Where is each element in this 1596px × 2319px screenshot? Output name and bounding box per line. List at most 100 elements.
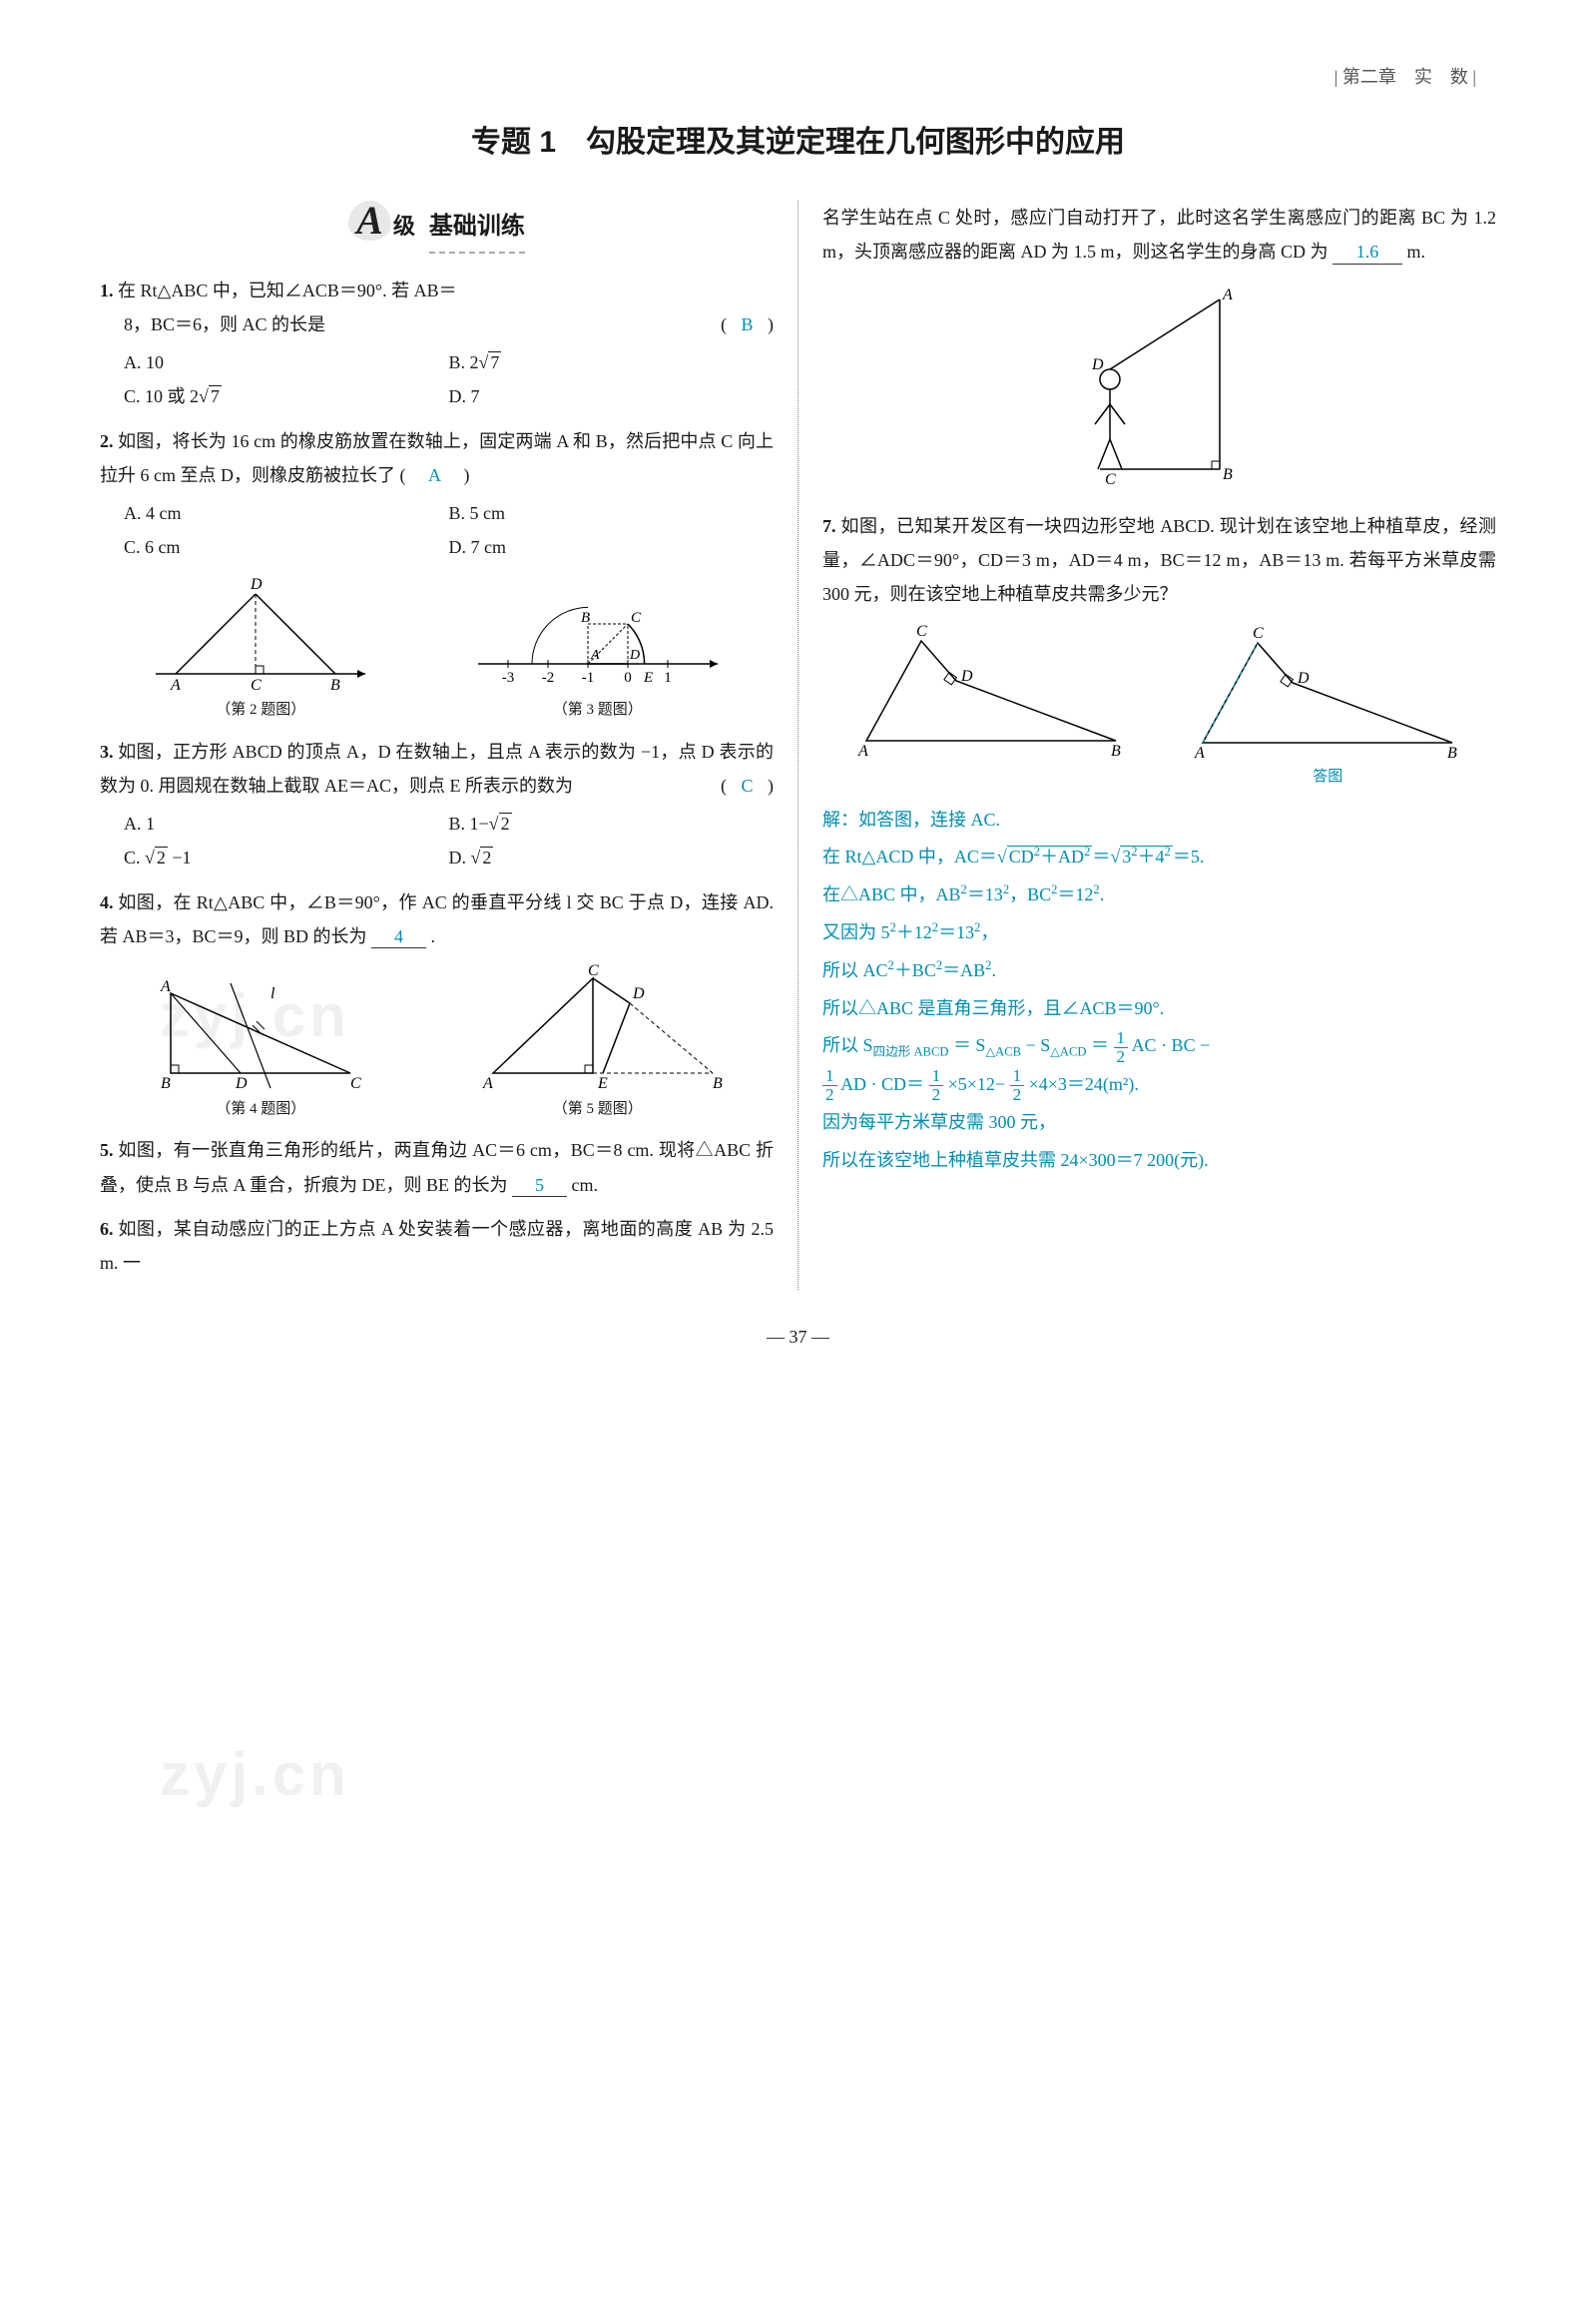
choice-a: A. 10 <box>124 345 449 379</box>
choice-list: A. 4 cm B. 5 cm C. 6 cm D. 7 cm <box>124 496 774 564</box>
t: AC · BC − <box>1132 1035 1211 1055</box>
badge-title: 基础训练 <box>429 204 525 254</box>
figure-q4: A B C D l （第 4 题图） <box>141 963 380 1124</box>
problem-3: 3. 如图，正方形 ABCD 的顶点 A，D 在数轴上，且点 A 表示的数为 −… <box>100 735 774 875</box>
svg-text:E: E <box>643 670 653 686</box>
figure-q2: A C B D （第 2 题图） <box>146 574 375 725</box>
num: 1 <box>1114 1029 1129 1048</box>
svg-text:E: E <box>597 1075 608 1092</box>
unit: m. <box>1407 242 1426 262</box>
solution-line: 因为每平方米草皮需 300 元， <box>822 1104 1496 1142</box>
svg-text:C: C <box>916 623 927 640</box>
den: 2 <box>1114 1048 1129 1066</box>
answer-letter: C <box>731 776 763 796</box>
problem-2: 2. 如图，将长为 16 cm 的橡皮筋放置在数轴上，固定两端 A 和 B，然后… <box>100 424 774 565</box>
choice-a: A. 1 <box>124 807 449 841</box>
svg-text:D: D <box>632 985 645 1002</box>
svg-text:B: B <box>1447 745 1457 762</box>
svg-text:A: A <box>170 677 181 694</box>
choice-d: D. 7 cm <box>449 530 775 564</box>
svg-text:D: D <box>1091 356 1104 373</box>
answer-paren: ( B ) <box>721 307 774 341</box>
svg-text:0: 0 <box>624 670 632 686</box>
problem-text: 8，BC＝6，则 AC 的长是 <box>124 314 325 334</box>
figure-row-2-3: A C B D （第 2 题图） -3 -2 -1 0 1 <box>100 574 774 725</box>
problem-6b: 名学生站在点 C 处时，感应门自动打开了，此时这名学生离感应门的距离 BC 为 … <box>822 201 1496 269</box>
solution-line: 12 AD · CD＝ 12 ×5×12− 12 ×4×3＝24(m²). <box>822 1066 1496 1104</box>
solution-line: 在 Rt△ACD 中，AC＝CD2＋AD2＝32＋42＝5. <box>822 839 1496 876</box>
problem-1: 1. 在 Rt△ABC 中，已知∠ACB＝90°. 若 AB＝ 8，BC＝6，则… <box>100 274 774 414</box>
num: 1 <box>822 1067 837 1086</box>
choice-a: A. 4 cm <box>124 496 449 530</box>
problem-number: 2. <box>100 431 114 451</box>
svg-text:D: D <box>250 576 263 593</box>
choice-b: B. 27 <box>449 345 775 379</box>
figure-q4-svg: A B C D l <box>141 963 380 1093</box>
problem-text: 如图，在 Rt△ABC 中，∠B＝90°，作 AC 的垂直平分线 l 交 BC … <box>100 892 774 946</box>
figure-q3-svg: -3 -2 -1 0 1 B C A <box>468 574 728 694</box>
problem-number: 3. <box>100 742 114 762</box>
answer-paren: ( C ) <box>721 769 774 803</box>
figure-caption <box>846 763 1136 792</box>
problem-number: 1. <box>100 281 114 300</box>
answer-letter: B <box>731 314 763 334</box>
t: AD · CD＝ <box>840 1074 924 1094</box>
answer-blank: 5 <box>512 1175 567 1198</box>
period: . <box>431 926 436 946</box>
figure-q3: -3 -2 -1 0 1 B C A <box>468 574 728 725</box>
den: 2 <box>1010 1086 1025 1104</box>
figure-q2-svg: A C B D <box>146 574 375 694</box>
problem-6a: 6. 如图，某自动感应门的正上方点 A 处安装着一个感应器，离地面的高度 AB … <box>100 1212 774 1280</box>
svg-text:-3: -3 <box>502 670 515 686</box>
svg-text:D: D <box>629 648 640 663</box>
problem-text: 如图，已知某开发区有一块四边形空地 ABCD. 现计划在该空地上种植草皮，经测量… <box>822 516 1496 604</box>
problem-7: 7. 如图，已知某开发区有一块四边形空地 ABCD. 现计划在该空地上种植草皮，… <box>822 509 1496 612</box>
choice-c: C. 2 −1 <box>124 841 449 874</box>
svg-text:A: A <box>482 1075 493 1092</box>
paren-close: ) <box>768 314 774 334</box>
den: 2 <box>822 1086 837 1104</box>
left-column: A 级 基础训练 1. 在 Rt△ABC 中，已知∠ACB＝90°. 若 AB＝… <box>100 201 774 1290</box>
svg-text:B: B <box>330 677 340 694</box>
choice-c: C. 6 cm <box>124 530 449 564</box>
solution-line: 解：如答图，连接 AC. <box>822 802 1496 840</box>
figure-caption: （第 3 题图） <box>468 696 728 725</box>
solution-block: 解：如答图，连接 AC. 在 Rt△ACD 中，AC＝CD2＋AD2＝32＋42… <box>822 802 1496 1180</box>
figure-row-6: A B C D <box>822 280 1496 499</box>
answer-letter: A <box>428 465 441 485</box>
unit: cm. <box>572 1175 599 1195</box>
choice-list: A. 10 B. 27 C. 10 或 27 D. 7 <box>124 345 774 413</box>
paren-open: ( <box>721 776 727 796</box>
svg-text:B: B <box>161 1075 171 1092</box>
svg-text:-1: -1 <box>582 670 595 686</box>
svg-text:C: C <box>588 963 599 979</box>
choice-c: C. 10 或 27 <box>124 379 449 413</box>
t: 所以 S <box>822 1035 873 1055</box>
svg-text:B: B <box>581 610 590 626</box>
svg-text:B: B <box>713 1075 723 1092</box>
paren-close: ) <box>445 465 469 485</box>
problem-5: 5. 如图，有一张直角三角形的纸片，两直角边 AC＝6 cm，BC＝8 cm. … <box>100 1133 774 1201</box>
badge-letter: A <box>348 201 391 241</box>
figure-caption-answer: 答图 <box>1183 763 1472 792</box>
t: ×5×12− <box>948 1074 1005 1094</box>
chapter-header: | 第二章 实 数 | <box>100 60 1496 94</box>
problem-text: 在 Rt△ABC 中，已知∠ACB＝90°. 若 AB＝ <box>118 281 457 300</box>
problem-number: 5. <box>100 1140 114 1160</box>
sub: 四边形 ABCD <box>873 1045 949 1059</box>
svg-text:C: C <box>251 677 262 694</box>
choice-b: B. 1−2 <box>449 807 775 841</box>
t: ×4×3＝24(m²). <box>1029 1074 1139 1094</box>
svg-text:A: A <box>590 648 600 663</box>
problem-number: 6. <box>100 1219 114 1239</box>
paren-close: ) <box>768 776 774 796</box>
svg-text:A: A <box>1222 287 1233 303</box>
svg-text:D: D <box>235 1075 248 1092</box>
page-number: — 37 — <box>100 1320 1496 1354</box>
svg-text:1: 1 <box>664 670 672 686</box>
figure-caption: （第 4 题图） <box>141 1095 380 1124</box>
svg-text:C: C <box>350 1075 361 1092</box>
choice-d: D. 2 <box>449 841 775 874</box>
svg-text:A: A <box>857 743 868 760</box>
figure-q6-svg: A B C D <box>1050 280 1270 499</box>
